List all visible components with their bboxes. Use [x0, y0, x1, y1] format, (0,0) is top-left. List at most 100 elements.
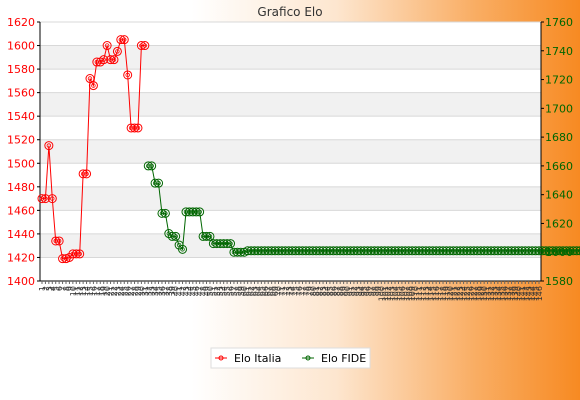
- elo-fide-point: [195, 207, 205, 217]
- x-axis-tick-label: 97: [367, 286, 376, 296]
- elo-fide-point: [212, 239, 222, 249]
- elo-fide-point: [345, 246, 355, 256]
- elo-fide-point: [154, 178, 164, 188]
- right-axis-tick-label: 1760: [545, 16, 573, 29]
- x-axis-tick-label: 139: [511, 286, 520, 301]
- elo-italia-point-inner: [101, 57, 106, 62]
- x-axis-tick-label: 133: [490, 286, 499, 301]
- elo-fide-point: [256, 246, 266, 256]
- x-axis-tick-label: 36: [158, 286, 167, 296]
- x-axis-tick-label: 117: [436, 286, 445, 301]
- elo-fide-point: [349, 246, 359, 256]
- legend-label-elo-italia: Elo Italia: [234, 352, 281, 365]
- x-axis-tick-label: 57: [230, 286, 239, 296]
- x-axis-tick-label: 142: [521, 286, 530, 301]
- right-axis-tick-label: 1620: [545, 217, 573, 230]
- elo-italia-point: [140, 41, 150, 51]
- x-axis-tick-label: 76: [295, 286, 304, 296]
- elo-fide-point: [311, 246, 321, 256]
- right-axis-tick-label: 1700: [545, 102, 573, 115]
- elo-fide-point: [339, 246, 349, 256]
- elo-fide-point: [417, 246, 427, 256]
- elo-fide-point: [513, 246, 523, 256]
- elo-fide-point: [157, 208, 167, 218]
- elo-fide-point-inner: [180, 247, 185, 252]
- elo-italia-point: [88, 81, 98, 91]
- elo-fide-point: [531, 246, 541, 256]
- elo-fide-point: [397, 246, 407, 256]
- elo-fide-point: [565, 246, 575, 256]
- x-axis-tick-label: 15: [86, 286, 95, 296]
- x-axis-tick-label: 121: [449, 286, 458, 301]
- elo-fide-point: [219, 239, 229, 249]
- x-axis-tick-label: 94: [357, 286, 366, 296]
- x-axis-tick-label: 118: [439, 286, 448, 301]
- elo-fide-point: [472, 246, 482, 256]
- x-axis-tick-label: 115: [429, 286, 438, 301]
- elo-italia-series-line: [42, 39, 145, 260]
- elo-fide-point: [414, 246, 424, 256]
- x-axis-tick-label: 53: [216, 286, 225, 296]
- elo-fide-point: [558, 246, 568, 256]
- elo-italia-point-inner: [91, 83, 96, 88]
- elo-fide-point: [462, 246, 472, 256]
- x-axis-tick-label: 66: [261, 286, 270, 296]
- elo-fide-point: [222, 239, 232, 249]
- x-axis-tick-label: 17: [93, 286, 102, 296]
- x-axis-tick-label: 25: [120, 286, 129, 296]
- x-axis-tick-label: 127: [470, 286, 479, 301]
- x-axis-tick-label: 78: [302, 286, 311, 296]
- elo-italia-point-inner: [104, 43, 110, 48]
- x-axis-tick-label: 71: [278, 286, 287, 296]
- x-axis-tick-label: 110: [412, 286, 421, 301]
- elo-fide-point: [191, 207, 201, 217]
- elo-fide-point: [325, 246, 335, 256]
- x-axis-tick-label: 129: [477, 286, 486, 301]
- elo-fide-point: [537, 246, 547, 256]
- elo-fide-point-inner: [577, 248, 580, 253]
- elo-fide-point: [332, 246, 342, 256]
- elo-fide-point: [479, 246, 489, 256]
- elo-fide-point: [544, 246, 554, 256]
- elo-italia-point: [106, 55, 116, 65]
- elo-fide-point: [369, 246, 379, 256]
- x-axis-tick-label: 145: [532, 286, 541, 301]
- elo-fide-point: [493, 246, 503, 256]
- elo-fide-point: [304, 246, 314, 256]
- elo-italia-point: [126, 123, 136, 133]
- left-axis-tick-label: 1440: [7, 228, 35, 241]
- elo-fide-point: [267, 246, 277, 256]
- elo-italia-point: [109, 55, 119, 65]
- x-axis-tick-label: 37: [161, 286, 170, 296]
- elo-italia-point-inner: [142, 43, 148, 48]
- x-axis-tick-label: 140: [514, 286, 523, 301]
- elo-fide-point: [517, 246, 527, 256]
- elo-fide-point: [143, 161, 153, 171]
- x-axis-tick-label: 7: [59, 286, 68, 291]
- elo-fide-point: [510, 246, 520, 256]
- elo-fide-point: [318, 246, 328, 256]
- left-axis-tick-label: 1460: [7, 204, 35, 217]
- elo-fide-point: [243, 246, 253, 256]
- elo-fide-point: [441, 246, 451, 256]
- x-axis-tick-label: 62: [247, 286, 256, 296]
- x-axis-tick-label: 144: [528, 286, 537, 301]
- elo-italia-point: [130, 123, 140, 133]
- legend-label-elo-fide: Elo FIDE: [321, 352, 366, 365]
- x-axis-tick-label: 81: [312, 286, 321, 296]
- elo-italia-point-inner: [77, 251, 82, 257]
- elo-fide-point: [260, 246, 270, 256]
- elo-fide-point: [500, 246, 510, 256]
- right-axis-tick-label: 1660: [545, 160, 573, 173]
- x-axis-tick-label: 87: [333, 286, 342, 296]
- x-axis-tick-label: 99: [374, 286, 383, 296]
- elo-fide-point: [407, 246, 417, 256]
- x-axis-tick-label: 143: [525, 286, 534, 301]
- elo-italia-point: [102, 41, 112, 51]
- elo-fide-point: [400, 246, 410, 256]
- x-axis-tick-label: 28: [131, 286, 140, 296]
- elo-fide-point: [534, 246, 544, 256]
- elo-fide-point: [438, 246, 448, 256]
- elo-italia-point: [54, 236, 64, 246]
- x-axis-tick-label: 111: [415, 286, 424, 301]
